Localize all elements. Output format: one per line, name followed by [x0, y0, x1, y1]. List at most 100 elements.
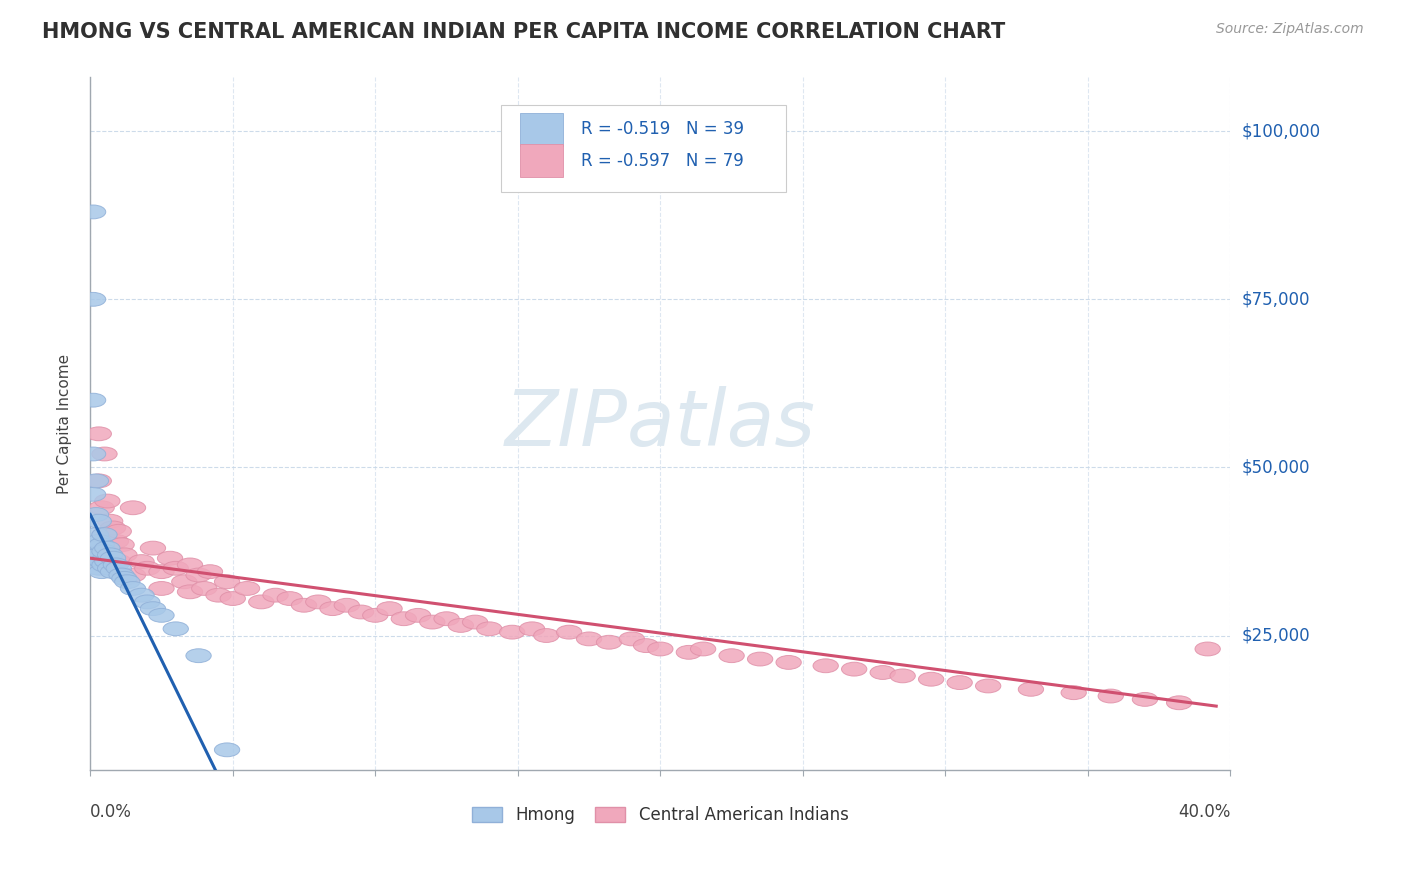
Ellipse shape [129, 555, 155, 568]
Ellipse shape [214, 743, 240, 756]
Ellipse shape [690, 642, 716, 656]
Ellipse shape [86, 561, 111, 575]
Ellipse shape [263, 588, 288, 602]
Ellipse shape [519, 622, 544, 636]
Ellipse shape [363, 608, 388, 623]
Ellipse shape [108, 568, 134, 582]
Ellipse shape [83, 541, 108, 555]
Ellipse shape [842, 662, 868, 676]
Ellipse shape [419, 615, 444, 629]
Ellipse shape [86, 548, 111, 562]
Text: 0.0%: 0.0% [90, 804, 132, 822]
Ellipse shape [86, 474, 111, 488]
Ellipse shape [890, 669, 915, 682]
Text: 40.0%: 40.0% [1178, 804, 1230, 822]
Ellipse shape [97, 561, 122, 575]
Ellipse shape [748, 652, 773, 666]
Ellipse shape [94, 541, 120, 555]
Ellipse shape [105, 561, 131, 575]
Ellipse shape [477, 622, 502, 636]
Ellipse shape [129, 588, 155, 602]
Text: $50,000: $50,000 [1241, 458, 1310, 476]
Ellipse shape [97, 548, 122, 562]
Ellipse shape [97, 515, 122, 528]
Ellipse shape [576, 632, 602, 646]
Ellipse shape [103, 558, 128, 572]
Ellipse shape [108, 538, 134, 551]
Ellipse shape [105, 555, 131, 568]
Ellipse shape [163, 622, 188, 636]
Ellipse shape [121, 500, 146, 515]
Ellipse shape [405, 608, 430, 623]
Ellipse shape [177, 585, 202, 599]
Text: HMONG VS CENTRAL AMERICAN INDIAN PER CAPITA INCOME CORRELATION CHART: HMONG VS CENTRAL AMERICAN INDIAN PER CAP… [42, 22, 1005, 42]
Ellipse shape [463, 615, 488, 629]
Ellipse shape [83, 551, 108, 566]
Ellipse shape [249, 595, 274, 609]
Ellipse shape [634, 639, 659, 653]
Ellipse shape [305, 595, 330, 609]
Ellipse shape [94, 494, 120, 508]
Ellipse shape [776, 656, 801, 669]
Ellipse shape [80, 487, 105, 501]
Ellipse shape [291, 599, 316, 612]
Ellipse shape [1098, 690, 1123, 703]
Ellipse shape [86, 515, 111, 528]
Ellipse shape [83, 474, 108, 488]
Ellipse shape [1062, 686, 1087, 699]
Ellipse shape [1018, 682, 1043, 697]
Ellipse shape [94, 541, 120, 555]
Ellipse shape [277, 591, 302, 606]
Ellipse shape [221, 591, 246, 606]
Ellipse shape [80, 393, 105, 407]
Text: $25,000: $25,000 [1241, 626, 1310, 645]
Ellipse shape [100, 565, 125, 579]
Ellipse shape [205, 588, 231, 602]
Y-axis label: Per Capita Income: Per Capita Income [58, 353, 72, 494]
Text: R = -0.519   N = 39: R = -0.519 N = 39 [581, 120, 744, 138]
Ellipse shape [149, 582, 174, 595]
Ellipse shape [89, 565, 114, 579]
Ellipse shape [534, 629, 560, 642]
Ellipse shape [94, 555, 120, 568]
Ellipse shape [141, 541, 166, 555]
Ellipse shape [619, 632, 644, 646]
Ellipse shape [149, 608, 174, 623]
FancyBboxPatch shape [520, 144, 564, 178]
Ellipse shape [718, 648, 744, 663]
Text: $100,000: $100,000 [1241, 122, 1320, 140]
Ellipse shape [115, 574, 141, 589]
Ellipse shape [89, 555, 114, 568]
Ellipse shape [870, 665, 896, 680]
Ellipse shape [335, 599, 360, 612]
Ellipse shape [197, 565, 222, 579]
Ellipse shape [186, 648, 211, 663]
Legend: Hmong, Central American Indians: Hmong, Central American Indians [472, 806, 849, 824]
Ellipse shape [111, 548, 138, 562]
Ellipse shape [186, 568, 211, 582]
FancyBboxPatch shape [520, 112, 564, 146]
Ellipse shape [157, 551, 183, 566]
Ellipse shape [121, 568, 146, 582]
Ellipse shape [235, 582, 260, 595]
FancyBboxPatch shape [501, 105, 786, 192]
Ellipse shape [499, 625, 524, 639]
Ellipse shape [813, 659, 838, 673]
Ellipse shape [349, 605, 374, 619]
Ellipse shape [86, 534, 111, 549]
Ellipse shape [100, 551, 125, 566]
Ellipse shape [596, 635, 621, 649]
Ellipse shape [100, 521, 125, 535]
Ellipse shape [97, 548, 122, 562]
Ellipse shape [91, 528, 117, 541]
Ellipse shape [948, 675, 973, 690]
Text: Source: ZipAtlas.com: Source: ZipAtlas.com [1216, 22, 1364, 37]
Ellipse shape [91, 528, 117, 541]
Ellipse shape [83, 508, 108, 522]
Ellipse shape [135, 595, 160, 609]
Ellipse shape [557, 625, 582, 639]
Ellipse shape [172, 574, 197, 589]
Ellipse shape [135, 561, 160, 575]
Ellipse shape [648, 642, 673, 656]
Ellipse shape [89, 551, 114, 566]
